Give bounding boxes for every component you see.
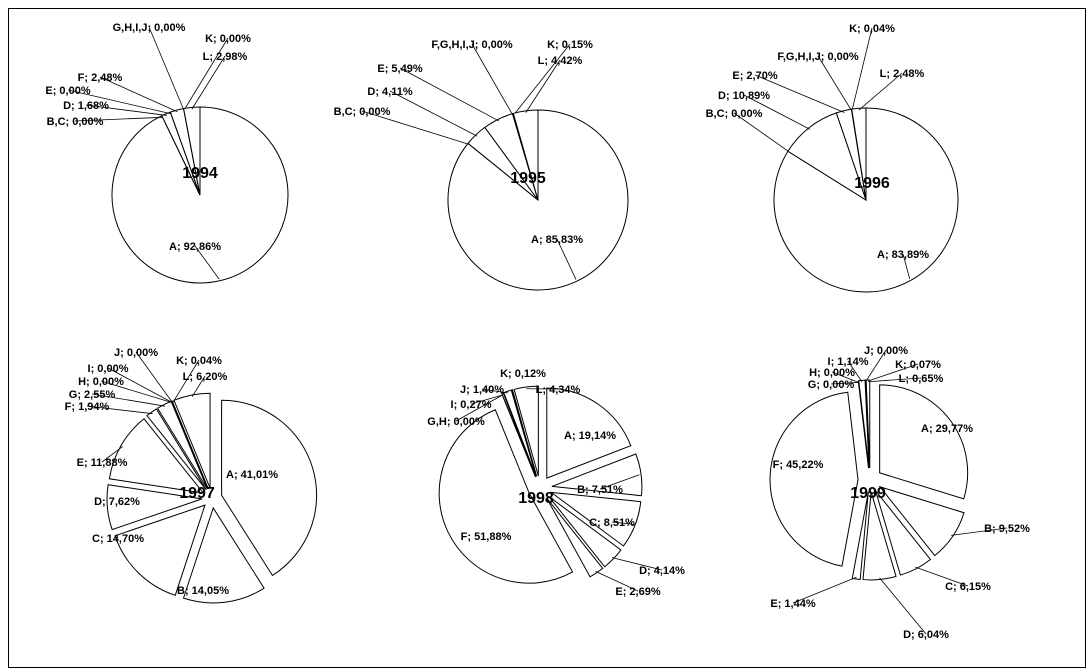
slice-label-B,C: B,C; 0,00% [706, 108, 763, 120]
slice-label-C: C; 8,51% [589, 517, 635, 529]
leader-line-J [136, 352, 173, 403]
slice-label-F: F; 1,94% [65, 401, 110, 413]
slice-label-L: L; 0,65% [899, 373, 944, 385]
slice-label-E: E; 2,70% [732, 70, 777, 82]
slice-label-A: A; 41,01% [226, 469, 278, 481]
slice-label-D: D; 7,62% [94, 496, 140, 508]
slice-label-J: J; 1,40% [460, 384, 504, 396]
leader-line-K [852, 28, 872, 111]
slice-label-C: C; 6,15% [945, 581, 991, 593]
slice-label-F,G,H,I,J: F,G,H,I,J; 0,00% [777, 51, 859, 63]
slice-label-K: K; 0,04% [849, 23, 895, 35]
slice-label-H: H; 0,00% [809, 367, 855, 379]
leader-line-L [526, 60, 560, 113]
slice-label-G,H,I,J: G,H,I,J; 0,00% [113, 22, 186, 34]
slice-label-I: I; 0,27% [451, 399, 492, 411]
pie-chart-1994: A; 92,86% B,C; 0,00% D; 1,68% E; 0,00%F; 2,… [45, 22, 288, 283]
slice-label-B: B; 14,05% [177, 585, 229, 597]
pie-chart-1996: A; 83,89% B,C; 0,00% D; 10,89% E; 2,70%F,G,… [706, 23, 958, 292]
slice-label-L: L; 4,42% [538, 55, 583, 67]
slice-label-A: A; 92,86% [169, 241, 221, 253]
slice-label-K: K; 0,12% [500, 368, 546, 380]
slice-label-F,G,H,I,J: F,G,H,I,J; 0,00% [431, 39, 513, 51]
slice-label-F: F; 51,88% [461, 531, 512, 543]
leader-line-G,H,I,J [149, 27, 184, 110]
slice-F [770, 392, 858, 566]
slice-label-K: K; 0,04% [176, 355, 222, 367]
slice-label-E: E; 1,44% [770, 598, 815, 610]
slice-label-E: E; 0,00% [45, 85, 90, 97]
slice-label-G: G; 2,55% [69, 389, 116, 401]
slice-label-A: A; 83,89% [877, 249, 929, 261]
leader-line-D [879, 578, 926, 634]
slice-label-F: F; 45,22% [773, 459, 824, 471]
slice-label-K: K; 0,15% [547, 39, 593, 51]
slice-A [880, 385, 968, 499]
chart-title-1997: 1997 [179, 485, 215, 502]
leader-line-F,G,H,I,J [472, 44, 513, 115]
slice-label-D: D; 10,89% [718, 90, 770, 102]
slice-label-D: D; 6,04% [903, 629, 949, 641]
chart-title-1995: 1995 [510, 170, 546, 187]
slice-label-L: L; 6,20% [183, 371, 228, 383]
chart-title-1998: 1998 [518, 490, 554, 507]
chart-title-1996: 1996 [854, 175, 890, 192]
slice-label-E: E; 5,49% [377, 63, 422, 75]
slice-label-H: H; 0,00% [78, 376, 124, 388]
leader-line-F,G,H,I,J [818, 56, 852, 111]
slice-label-D: D; 4,11% [367, 86, 412, 98]
slice-label-B,C: B,C; 0,00% [334, 106, 391, 118]
slice-label-J: J; 0,00% [114, 347, 158, 359]
slice-label-I: I; 0,00% [88, 363, 129, 375]
slice-label-B,C: B,C; 0,00% [47, 116, 104, 128]
slice-label-L: L; 4,34% [536, 384, 581, 396]
slice-label-G: G; 0,00% [808, 379, 855, 391]
slice-label-E: E; 11,88% [77, 457, 128, 469]
slice-label-F: F; 2,48% [78, 72, 123, 84]
pie-chart-1997: A; 41,01% B; 14,05% C; 14,70% D; 7,62% E; 11… [65, 347, 317, 603]
chart-title-1994: 1994 [182, 165, 218, 182]
leader-line-K [184, 38, 228, 110]
slice-label-D: D; 4,14% [639, 565, 685, 577]
slice-label-G,H: G,H; 0,00% [427, 416, 485, 428]
slice-label-B: B; 7,51% [577, 484, 623, 496]
slice-label-J: J; 0,00% [864, 345, 908, 357]
slice-label-L: L; 2,48% [880, 68, 925, 80]
leader-line-E [400, 68, 499, 121]
slice-label-A: A; 19,14% [564, 430, 616, 442]
slice-label-C: C; 14,70% [92, 533, 144, 545]
pie-chart-1999: A; 29,77% B; 9,52% C; 6,15% D; 6,04% E; 1,44… [770, 345, 1030, 641]
pie-chart-1998: A; 19,14% B; 7,51% C; 8,51% D; 4,14% E; 2,69… [427, 368, 685, 598]
slice-label-B: B; 9,52% [984, 523, 1030, 535]
chart-title-1999: 1999 [850, 485, 886, 502]
slice-label-K: K; 0,00% [205, 33, 251, 45]
slice-label-A: A; 85,83% [531, 234, 583, 246]
slice-label-D: D; 1,68% [63, 100, 109, 112]
leader-line-L [192, 56, 225, 109]
slice-label-I: I; 1,14% [828, 356, 869, 368]
pie-chart-1995: A; 85,83% B,C; 0,00% D; 4,11% E; 5,49% F,G,H… [334, 39, 628, 290]
slice-label-E: E; 2,69% [615, 586, 660, 598]
slice-label-A: A; 29,77% [921, 423, 973, 435]
slice-label-L: L; 2,98% [203, 51, 248, 63]
slice-label-K: K; 0,07% [895, 359, 941, 371]
